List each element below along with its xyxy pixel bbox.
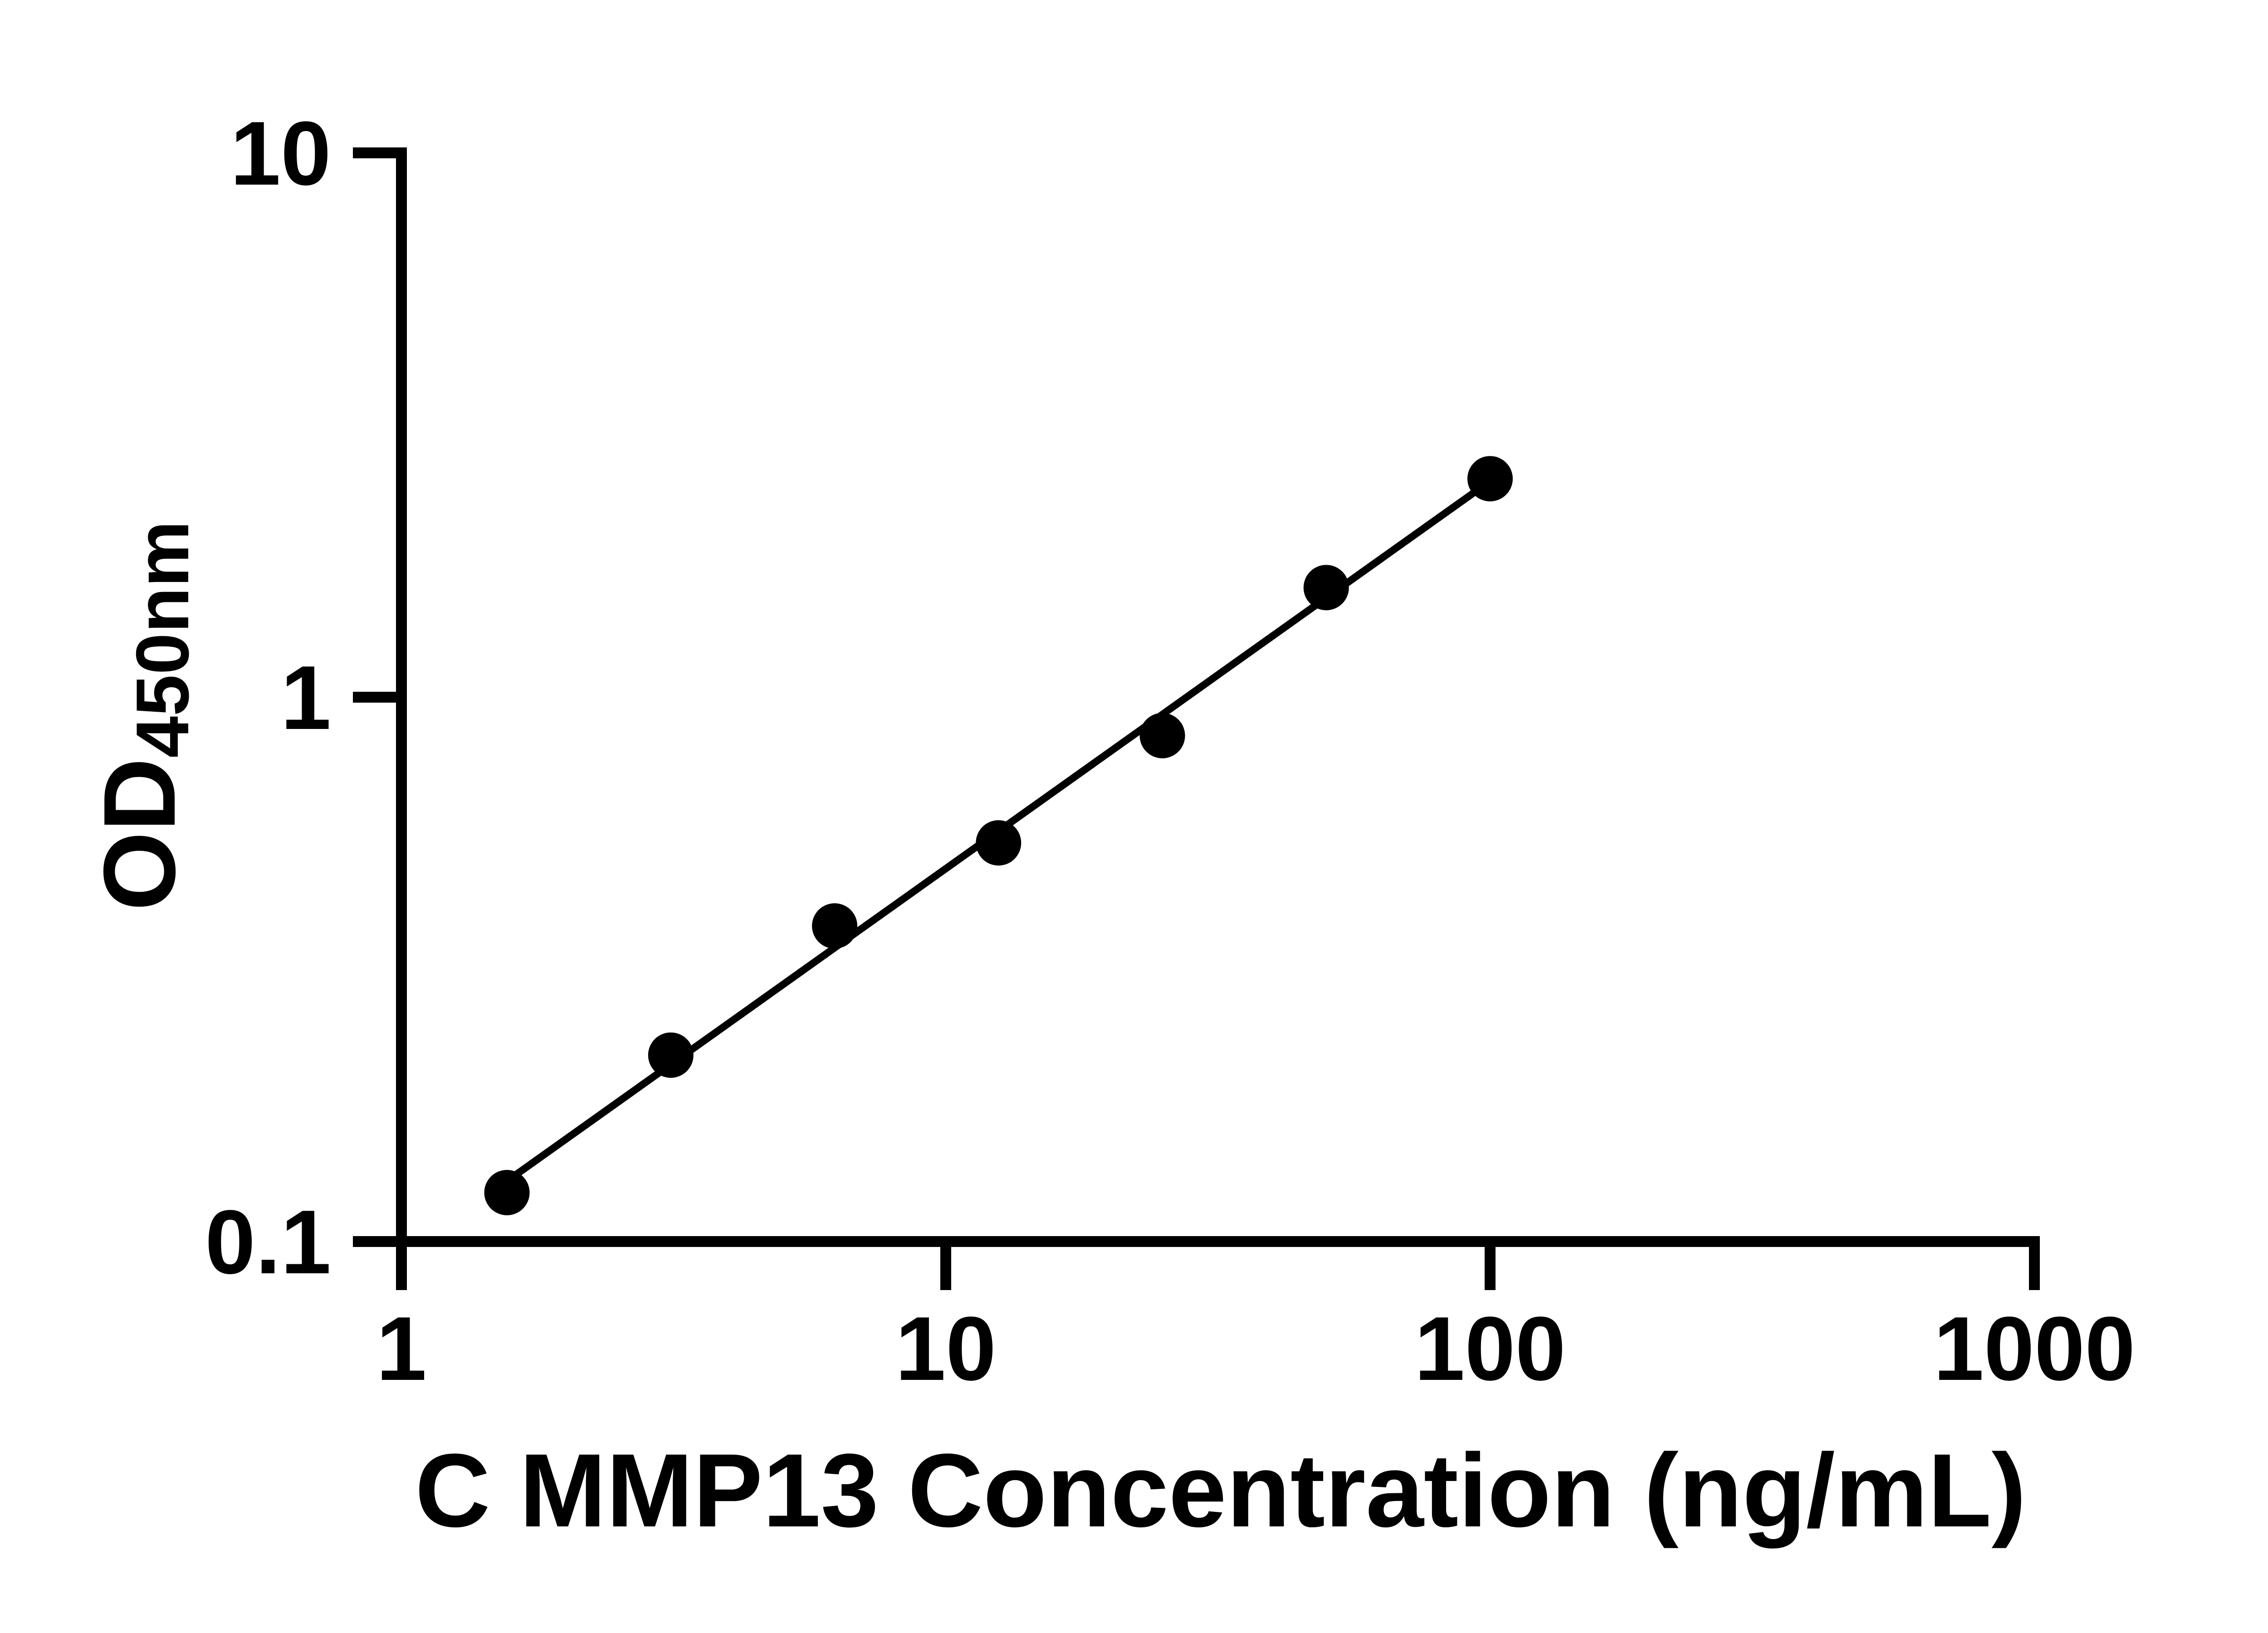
data-point <box>1139 713 1185 758</box>
y-axis-title-subscript: 450nm <box>121 521 204 758</box>
data-point <box>812 903 858 949</box>
data-point <box>648 1032 694 1078</box>
x-tick-label: 10 <box>895 1298 996 1399</box>
y-axis-title: OD450nm <box>82 521 204 911</box>
data-point <box>1303 565 1349 611</box>
tick-labels: 10 1 0.1 1 10 100 1000 <box>205 103 2135 1399</box>
x-tick-label: 1 <box>376 1298 426 1399</box>
y-tick-label: 10 <box>230 103 331 204</box>
x-axis-title: C MMP13 Concentration (ng/mL) <box>415 1432 2026 1549</box>
y-tick-label: 0.1 <box>205 1192 331 1293</box>
data-points-group <box>484 456 1513 1216</box>
axis-ticks <box>353 147 2040 1290</box>
data-point <box>484 1170 530 1216</box>
data-point <box>1467 456 1513 502</box>
y-tick-label: 1 <box>281 647 331 748</box>
y-axis-title-main: OD <box>82 758 196 911</box>
x-tick-label: 100 <box>1414 1298 1566 1399</box>
data-point <box>976 820 1022 866</box>
x-tick-label: 1000 <box>1934 1298 2136 1399</box>
